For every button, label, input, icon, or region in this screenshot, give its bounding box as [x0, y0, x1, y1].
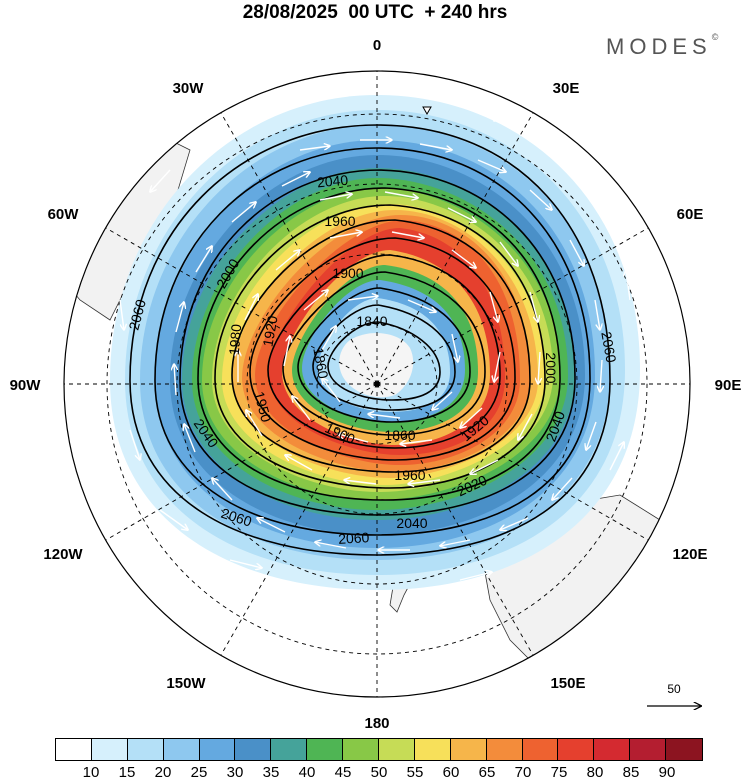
contour-label: 1900	[332, 265, 363, 281]
lon-label-90w: 90W	[10, 377, 42, 394]
contour-1920	[267, 254, 501, 449]
contour-label: 2060	[338, 529, 370, 547]
map-body	[64, 71, 690, 697]
lon-label-30w: 30W	[173, 80, 205, 97]
reference-vector: 50	[647, 682, 701, 706]
colorbar-tick-label: 15	[118, 764, 136, 781]
colorbar-tick-label: 90	[658, 764, 676, 781]
copyright-symbol: ©	[711, 32, 719, 42]
brand-logo: MODES©	[606, 32, 719, 60]
colorbar-swatch	[558, 739, 595, 760]
lon-label-150w: 150W	[166, 675, 206, 692]
contour-1840	[327, 321, 441, 401]
brand-name: MODES	[606, 34, 712, 59]
colorbar-swatch	[163, 739, 200, 760]
polar-map: 0 30E 60E 90E 120E 150E 180 150W 120W 90…	[10, 37, 742, 730]
colorbar-tick-label: 60	[442, 764, 460, 781]
contour-label: 2000	[543, 352, 559, 383]
contour-2000	[197, 187, 561, 501]
contour-label: 2040	[316, 172, 349, 191]
map-boundary	[63, 70, 691, 698]
contour-1980	[214, 204, 546, 489]
longitude-labels: 0 30E 60E 90E 120E 150E 180 150W 120W 90…	[10, 37, 742, 730]
contour-1880	[297, 287, 471, 423]
lon-label-90e: 90E	[715, 377, 742, 394]
colorbar-tick-label: 70	[514, 764, 532, 781]
contour-2040	[154, 147, 591, 536]
colorbar	[55, 738, 703, 761]
pole-marker	[374, 381, 380, 387]
lon-label-120e: 120E	[672, 546, 707, 563]
colorbar-swatch	[486, 739, 523, 760]
colorbar-swatch	[594, 739, 631, 760]
colorbar-swatch	[630, 739, 667, 760]
lon-label-60e: 60E	[677, 206, 704, 223]
contour-label: 1960	[324, 213, 355, 229]
colorbar-tick-label: 75	[550, 764, 568, 781]
colorbar-tick-label: 50	[370, 764, 388, 781]
lon-label-180: 180	[364, 715, 389, 730]
colorbar-tick-label: 80	[586, 764, 604, 781]
colorbar-swatch	[343, 739, 380, 760]
contour-label: 1950	[251, 390, 275, 424]
contour-1900	[282, 271, 486, 436]
contour-2060	[129, 124, 611, 556]
contour-label: 1860	[310, 346, 331, 380]
lon-label-60w: 60W	[48, 206, 80, 223]
colorbar-swatch	[522, 739, 559, 760]
colorbar-tick-label: 65	[478, 764, 496, 781]
height-contours	[129, 124, 611, 556]
lon-label-30e: 30E	[553, 80, 580, 97]
contour-label: 2060	[125, 297, 149, 331]
lon-label-120w: 120W	[43, 546, 83, 563]
colorbar-tick-label: 30	[226, 764, 244, 781]
colorbar-swatch	[414, 739, 451, 760]
contour-2020	[179, 169, 576, 516]
contour-1940	[249, 237, 516, 461]
colorbar-swatch	[91, 739, 128, 760]
colorbar-tick-label: 20	[154, 764, 172, 781]
contour-1860	[312, 304, 456, 411]
map-title: 28/08/2025 00 UTC + 240 hrs	[242, 2, 508, 23]
colorbar-swatch	[127, 739, 164, 760]
reference-vector-label: 50	[667, 682, 681, 696]
contour-label: 1860	[384, 427, 415, 443]
colorbar-swatch	[199, 739, 236, 760]
colorbar-swatch	[450, 739, 487, 760]
contour-label: 1920	[259, 314, 280, 348]
colorbar-tick-label: 35	[262, 764, 280, 781]
colorbar-tick-label: 40	[298, 764, 316, 781]
colorbar-tick-label: 10	[82, 764, 100, 781]
colorbar-tick-label: 85	[622, 764, 640, 781]
colorbar-tick-label: 25	[190, 764, 208, 781]
lon-label-0: 0	[373, 37, 381, 54]
lon-label-150e: 150E	[550, 675, 585, 692]
contour-label: 1840	[356, 313, 387, 329]
colorbar-swatch	[379, 739, 415, 760]
wind-vectors	[119, 106, 631, 581]
colorbar-swatch	[235, 739, 272, 760]
wind-band-polar-white	[339, 333, 414, 398]
contour-1960	[231, 219, 531, 473]
colorbar-ticks: 10 15 20 25 30 35 40 45 50 55 60 65 70 75 80 85 90	[55, 764, 703, 782]
contour-label: 1980	[226, 323, 245, 356]
contour-label: 1960	[394, 467, 425, 483]
colorbar-swatch	[666, 739, 703, 760]
contour-label: 2060	[598, 330, 619, 364]
colorbar-tick-label: 45	[334, 764, 352, 781]
colorbar-swatch	[307, 739, 344, 760]
colorbar-swatch	[271, 739, 308, 760]
contour-label: 2040	[396, 515, 427, 531]
colorbar-tick-label: 55	[406, 764, 424, 781]
station-marker	[422, 106, 432, 116]
colorbar-swatch	[56, 739, 92, 760]
